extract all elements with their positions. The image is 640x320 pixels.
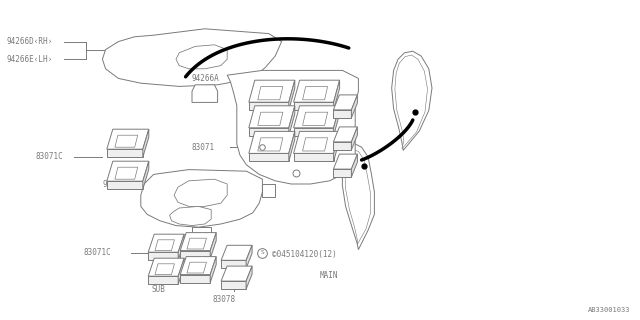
Text: ©045104120(12): ©045104120(12)	[272, 250, 337, 259]
Text: 83071C: 83071C	[83, 248, 111, 257]
Polygon shape	[351, 95, 357, 118]
Polygon shape	[143, 129, 149, 157]
Text: 94266D‹RH›: 94266D‹RH›	[6, 37, 52, 46]
Polygon shape	[351, 127, 357, 150]
Polygon shape	[178, 258, 184, 284]
Polygon shape	[107, 129, 149, 149]
Polygon shape	[187, 238, 207, 249]
Text: MAIN: MAIN	[320, 271, 339, 280]
Polygon shape	[258, 112, 283, 125]
Text: AB33001033: AB33001033	[588, 308, 630, 313]
Polygon shape	[180, 275, 210, 283]
Polygon shape	[294, 153, 333, 161]
Polygon shape	[333, 95, 357, 110]
Polygon shape	[180, 251, 210, 259]
Polygon shape	[102, 29, 282, 86]
Polygon shape	[262, 184, 275, 197]
Polygon shape	[294, 106, 340, 128]
Polygon shape	[294, 80, 340, 102]
Polygon shape	[180, 257, 216, 275]
Polygon shape	[333, 127, 357, 142]
Polygon shape	[143, 161, 149, 189]
Polygon shape	[115, 135, 138, 147]
Polygon shape	[258, 138, 283, 151]
Polygon shape	[221, 245, 252, 260]
Polygon shape	[249, 106, 295, 128]
Polygon shape	[303, 138, 328, 151]
Polygon shape	[289, 106, 295, 136]
Polygon shape	[294, 132, 340, 153]
Polygon shape	[141, 170, 262, 227]
Polygon shape	[187, 262, 207, 273]
Polygon shape	[395, 55, 428, 149]
Polygon shape	[294, 102, 333, 110]
Polygon shape	[227, 70, 358, 184]
Text: SUB: SUB	[152, 285, 166, 294]
Polygon shape	[249, 102, 289, 110]
Polygon shape	[192, 227, 211, 240]
Polygon shape	[210, 257, 216, 283]
Polygon shape	[148, 252, 178, 260]
Polygon shape	[333, 106, 340, 136]
Polygon shape	[249, 132, 295, 153]
Polygon shape	[351, 154, 357, 177]
Polygon shape	[333, 132, 340, 161]
Polygon shape	[249, 80, 295, 102]
Polygon shape	[180, 233, 216, 251]
Polygon shape	[155, 240, 175, 251]
Polygon shape	[176, 45, 227, 69]
Polygon shape	[303, 112, 328, 125]
Polygon shape	[174, 179, 227, 206]
Polygon shape	[333, 110, 351, 118]
Polygon shape	[221, 260, 246, 268]
Polygon shape	[148, 276, 178, 284]
Polygon shape	[148, 258, 184, 276]
Polygon shape	[333, 142, 351, 150]
Text: 83071C: 83071C	[35, 152, 63, 161]
Polygon shape	[345, 150, 371, 245]
Text: 94266B: 94266B	[102, 180, 130, 188]
Polygon shape	[170, 206, 211, 226]
Polygon shape	[392, 51, 432, 150]
Polygon shape	[178, 234, 184, 260]
Polygon shape	[303, 87, 328, 100]
Polygon shape	[289, 80, 295, 110]
Text: 83078: 83078	[212, 295, 236, 304]
Polygon shape	[107, 149, 143, 157]
Text: 94266A: 94266A	[192, 74, 220, 83]
Polygon shape	[333, 169, 351, 177]
Polygon shape	[249, 128, 289, 136]
Polygon shape	[246, 245, 252, 268]
Polygon shape	[333, 80, 340, 110]
Polygon shape	[289, 132, 295, 161]
Polygon shape	[294, 128, 333, 136]
Polygon shape	[115, 167, 138, 179]
Polygon shape	[246, 266, 252, 289]
Polygon shape	[258, 87, 283, 100]
Polygon shape	[192, 85, 218, 102]
Polygon shape	[148, 234, 184, 252]
Polygon shape	[221, 266, 252, 281]
Polygon shape	[249, 153, 289, 161]
Polygon shape	[221, 281, 246, 289]
Polygon shape	[107, 161, 149, 181]
Polygon shape	[333, 154, 357, 169]
Text: 94266E‹LH›: 94266E‹LH›	[6, 55, 52, 64]
Polygon shape	[107, 181, 143, 189]
Text: 83071: 83071	[192, 143, 215, 152]
Polygon shape	[155, 264, 175, 275]
Polygon shape	[210, 233, 216, 259]
Text: S: S	[260, 250, 264, 255]
Polygon shape	[342, 144, 374, 250]
